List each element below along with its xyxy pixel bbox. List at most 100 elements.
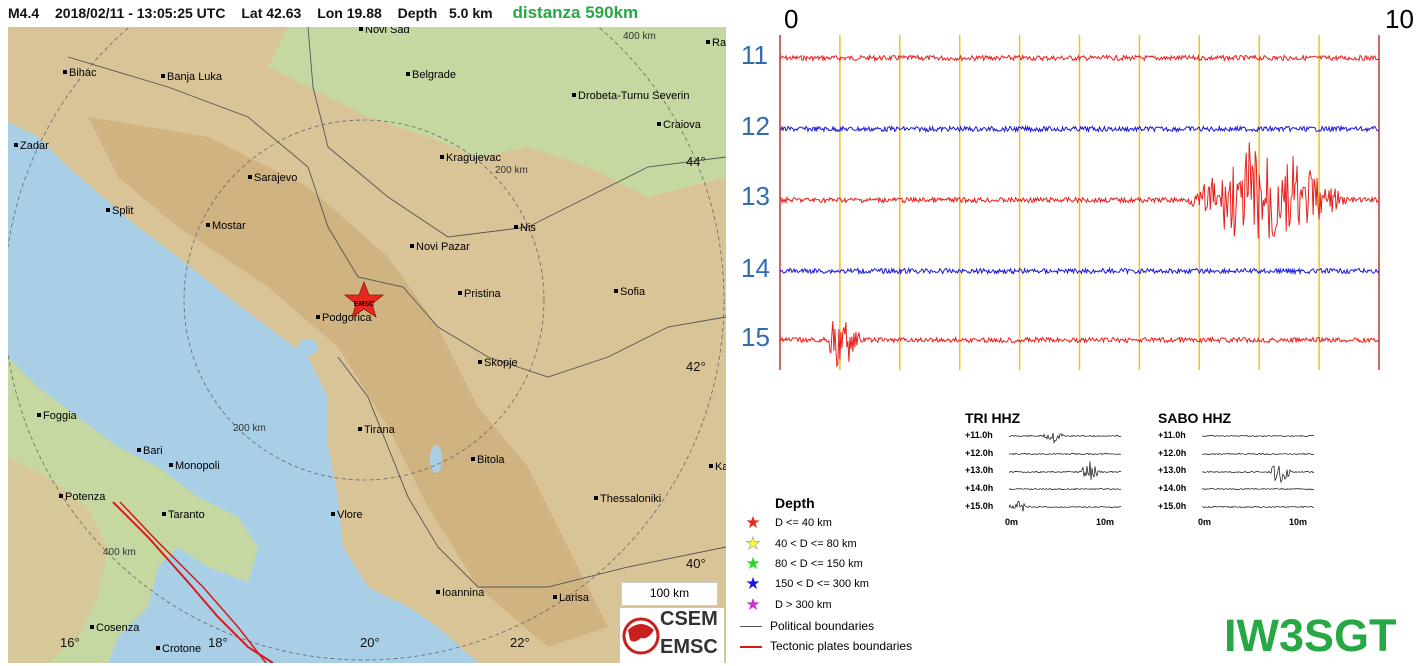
city-label: Tirana [364,424,396,436]
city-label: Craiova [663,119,702,131]
scale-bar: 100 km [621,582,718,606]
range-label: 200 km [233,423,266,434]
event-datetime: 2018/02/11 - 13:05:25 UTC [55,5,226,21]
station-trace [1009,501,1122,512]
station-traces [1009,432,1122,512]
lon-tick: 22° [510,635,530,650]
political-boundary-2 [307,27,726,238]
city-label: Nis [520,222,536,234]
station-trace [1202,453,1315,456]
city-marker [440,155,444,159]
seismic-trace-11 [779,53,1380,63]
x-end: 10m [1096,517,1115,527]
city-marker [458,291,462,295]
x-start: 0m [1005,517,1019,527]
csem-emsc-logo: CSEM EMSC [620,608,724,663]
city-label: Monopoli [175,460,220,472]
city-label: Thessaloniki [600,493,661,505]
city-marker [14,143,18,147]
city-label: Kragujevac [446,152,502,164]
helicorder: 0 10 11 12 13 14 15 [735,0,1424,372]
station-trace [1202,487,1315,490]
station-traces [1202,435,1315,509]
legend-item: ★ 40 < D <= 80 km [738,535,857,554]
star-icon: ★ [745,574,761,593]
seismic-trace-12 [779,124,1380,134]
event-lon: Lon 19.88 [317,5,382,21]
city-label: Larisa [559,592,590,604]
logo-csem: CSEM [660,608,718,630]
map-canvas: Novi Sad Bihac Banja Luka Belgrade Drobeta-T… [8,27,726,663]
city-label: Zadar [20,140,49,152]
row-label: +14.0h [965,483,994,493]
city-marker [471,457,475,461]
hour-label: 12 [741,111,770,141]
city-marker [406,72,410,76]
logo-emsc: EMSC [660,636,718,658]
city-label: Novi Pazar [416,241,470,253]
station-plot-sabo: SABO HHZ +11.0h +12.0h +13.0h +14.0h +15… [1158,410,1333,530]
lake-ohrid [430,445,442,473]
city-label: Potenza [65,491,106,503]
depth-legend: Depth ★ D <= 40 km ★ 40 < D <= 80 km ★ 80 <… [738,495,968,663]
row-label: +11.0h [965,430,993,440]
epicenter-map: Novi Sad Bihac Banja Luka Belgrade Drobeta-T… [8,27,726,663]
city-marker [331,512,335,516]
legend-item: ★ 80 < D <= 150 km [738,554,862,574]
highland-shade [88,117,608,647]
city-marker [59,494,63,498]
tectonic-boundary [112,501,274,663]
epicenter-star [343,280,385,318]
city-label: Ioannina [442,587,485,599]
station-title: TRI HHZ [965,410,1021,426]
lowland-plain [268,27,726,197]
city-marker [410,244,414,248]
city-label: Podgorica [322,312,372,324]
row-label: +15.0h [1158,501,1187,511]
city-marker [514,225,518,229]
star-icon: ★ [745,513,761,532]
seismic-trace-13 [779,142,1380,239]
station-trace [1202,465,1315,484]
city-label: Pristina [464,288,502,300]
lon-tick: 16° [60,635,80,650]
city-marker [657,122,661,126]
city-marker [594,496,598,500]
city-label: Bari [143,445,163,457]
range-label: 400 km [103,547,136,558]
callsign: IW3SGT [1224,610,1397,661]
row-label: +12.0h [1158,448,1187,458]
tectonic-boundary-2 [119,501,267,663]
lon-tick: 20° [360,635,380,650]
seismic-trace-14 [779,266,1380,276]
star-icon: ★ [745,595,761,614]
city-marker [63,70,67,74]
scale-end: 10 [1385,4,1414,34]
station-trace [1009,461,1122,480]
city-marker [156,646,160,650]
row-label: +13.0h [1158,465,1187,475]
city-label: Sarajevo [254,172,297,184]
city-label: Belgrade [412,69,456,81]
x-end: 10m [1289,517,1308,527]
star-icon: ★ [745,554,761,573]
range-label: 200 km [495,165,528,176]
city-marker [436,590,440,594]
city-label: Novi Sad [365,27,410,36]
station-plot-tri: TRI HHZ +11.0h +12.0h +13.0h +14.0h +15.… [965,410,1140,530]
city-markers: Novi Sad Bihac Banja Luka Belgrade Drobeta-T… [14,27,726,655]
row-label: +12.0h [965,448,994,458]
city-label: Bihac [69,67,97,79]
lat-tick: 44° [686,154,706,169]
lon-tick: 18° [208,635,228,650]
city-label: Drobeta-Turnu Severin [578,90,689,102]
city-marker [709,464,713,468]
italy-hills [8,457,108,663]
row-label: +11.0h [1158,430,1186,440]
event-depth: Depth 5.0 km [397,5,493,21]
city-marker [161,74,165,78]
city-label: Bitola [477,454,505,466]
city-label: Skopje [484,357,518,369]
city-marker [706,40,710,44]
range-label: 400 km [623,31,656,42]
